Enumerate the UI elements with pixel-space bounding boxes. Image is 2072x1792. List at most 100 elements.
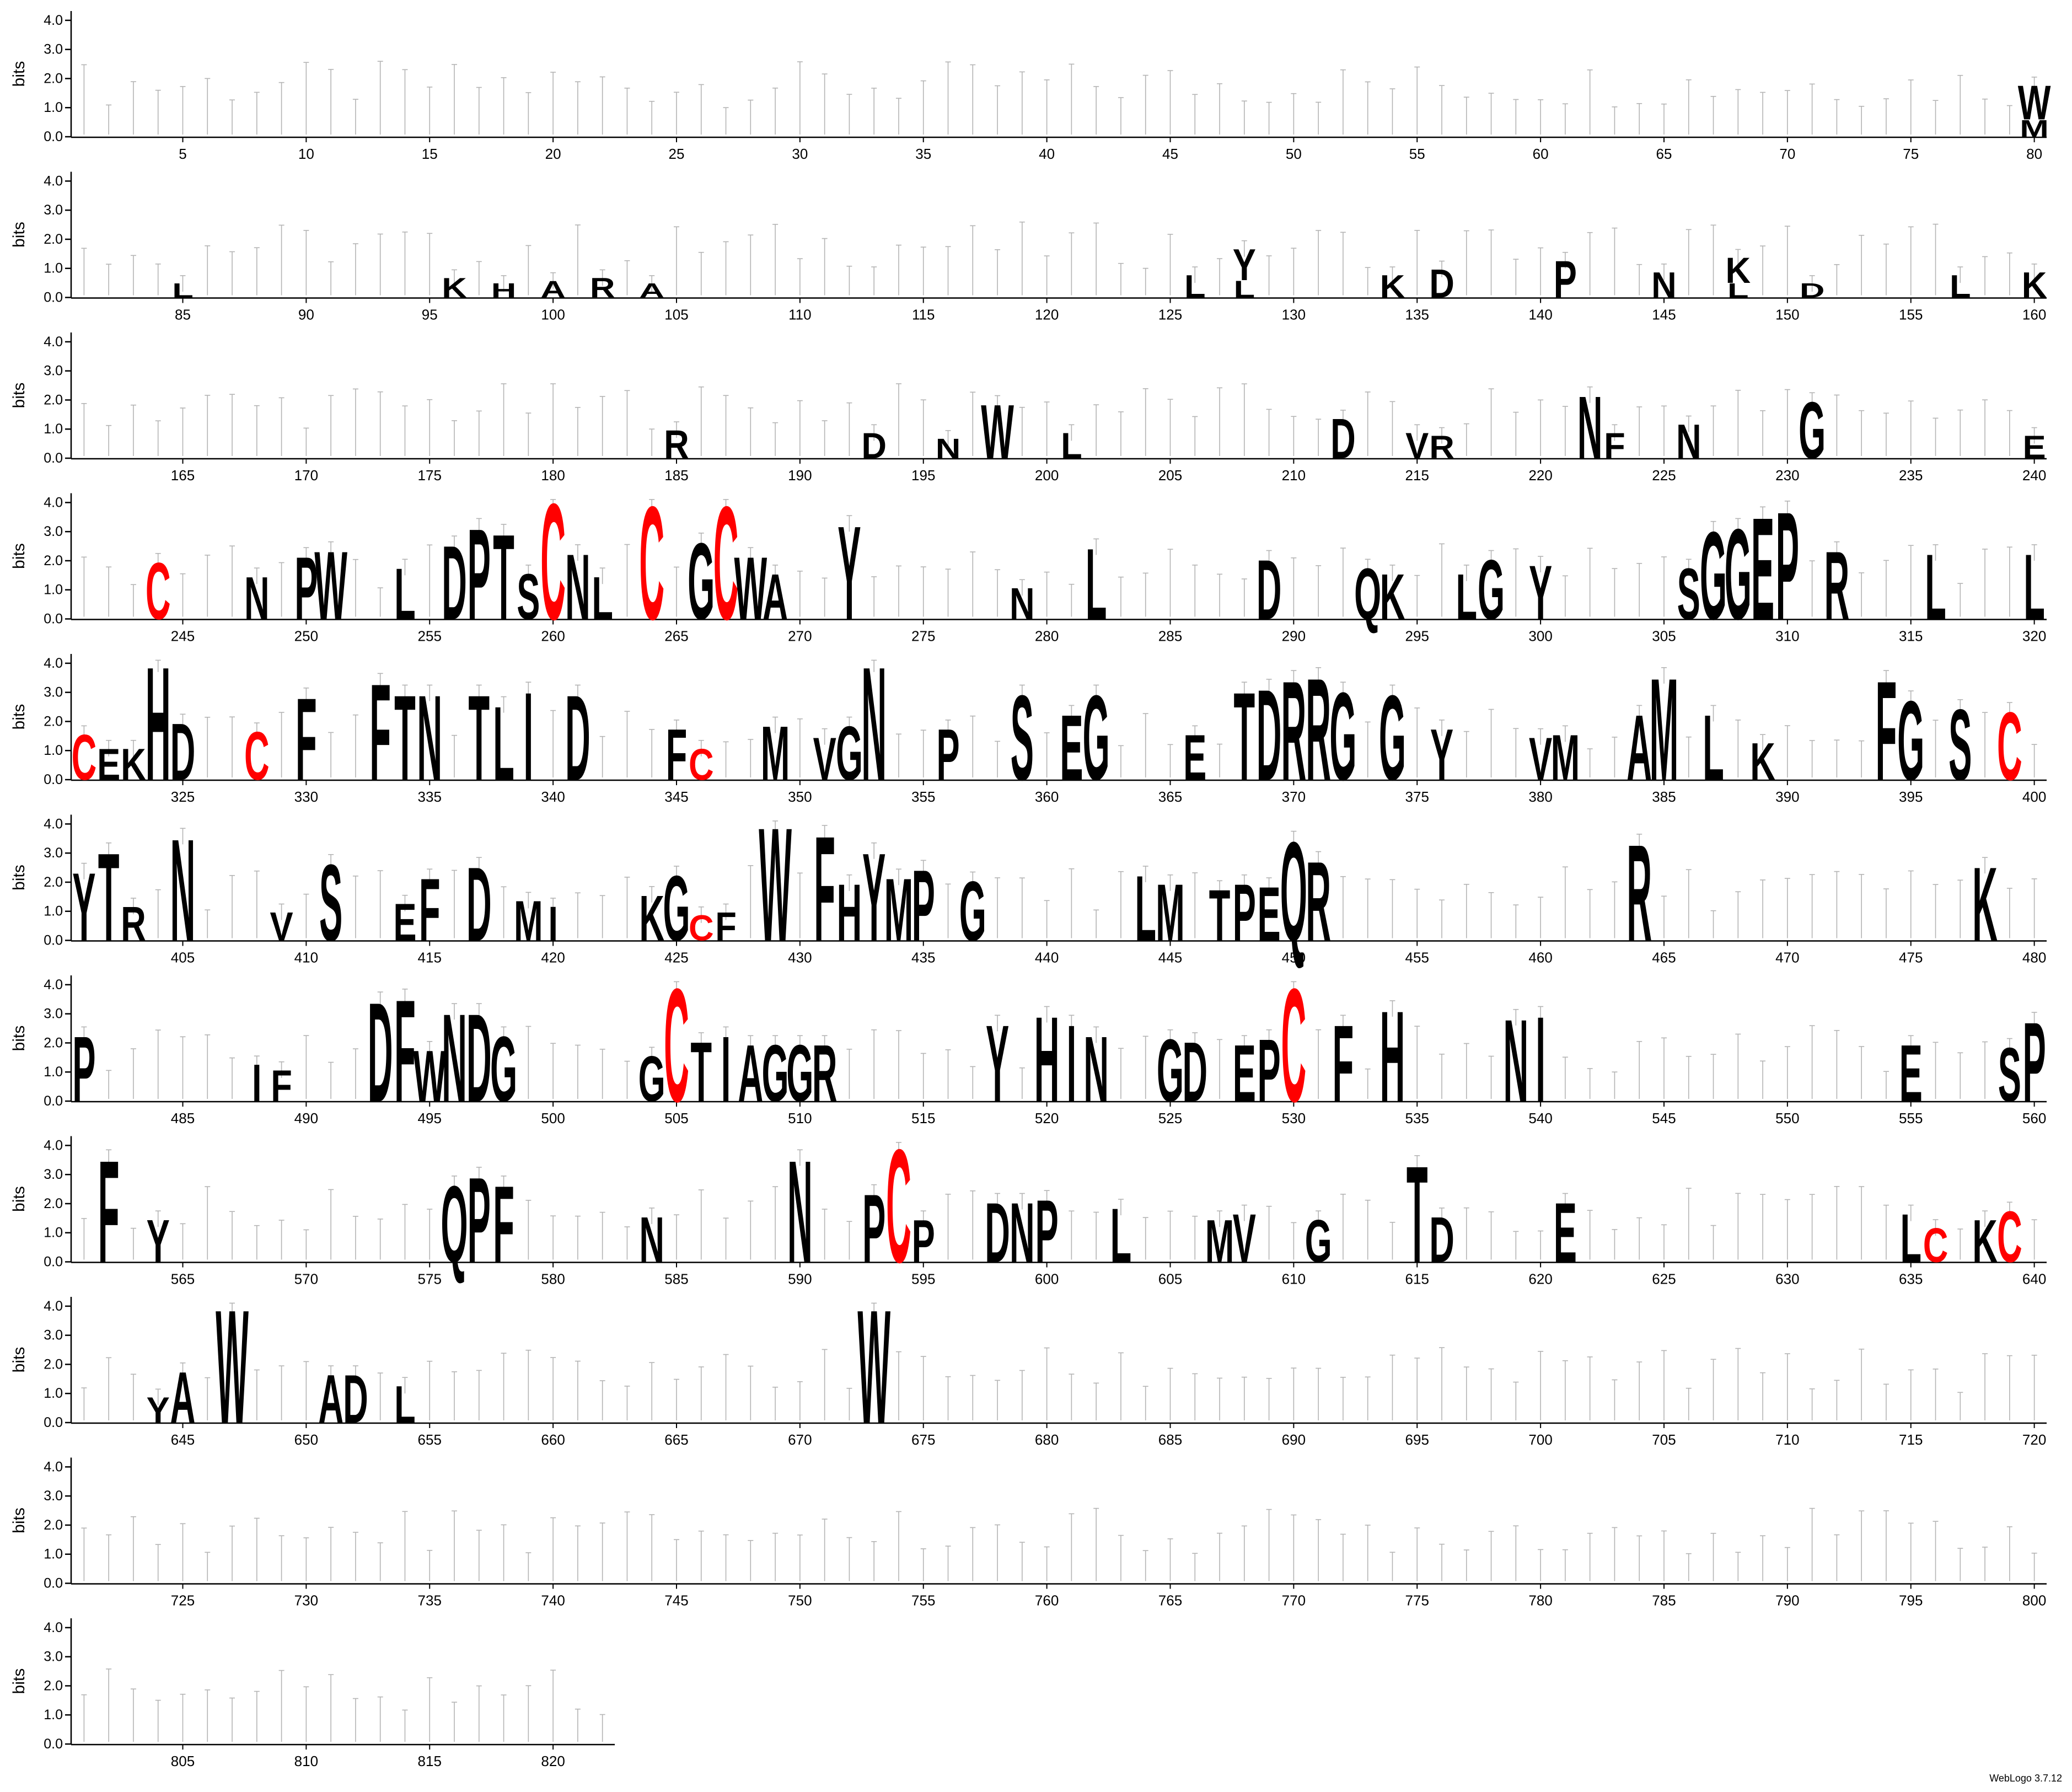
residue-letter: K xyxy=(1972,1208,1998,1275)
residue-letter: S xyxy=(319,843,342,964)
residue-letter: G xyxy=(836,710,863,796)
residue-letter: M xyxy=(884,860,914,959)
residue-letter: K xyxy=(121,740,146,790)
x-tick-label: 35 xyxy=(915,146,931,162)
x-tick-label: 475 xyxy=(1899,949,1923,966)
residue-letter: C xyxy=(1923,1219,1948,1273)
residue-letter: N xyxy=(936,433,961,465)
residue-letter: A xyxy=(170,1356,196,1438)
x-tick-label: 315 xyxy=(1899,628,1923,645)
residue-letter: G xyxy=(1478,543,1505,637)
residue-letter: D xyxy=(466,846,492,963)
y-tick-label: 2.0 xyxy=(44,1678,63,1693)
y-tick-label: 4.0 xyxy=(44,13,63,28)
residue-letter: Y xyxy=(1430,713,1453,795)
x-tick-label: 485 xyxy=(171,1110,195,1126)
y-tick-label: 2.0 xyxy=(44,71,63,86)
residue-letter: I xyxy=(548,897,558,951)
y-axis-label: bits xyxy=(10,865,28,890)
x-tick-label: 390 xyxy=(1775,788,1799,805)
x-tick-label: 340 xyxy=(541,788,565,805)
residue-letter: P xyxy=(1258,1021,1281,1120)
y-tick-label: 4.0 xyxy=(44,1138,63,1153)
residue-letter: C xyxy=(689,740,714,790)
residue-letter: P xyxy=(468,1153,491,1288)
x-tick-label: 470 xyxy=(1775,949,1799,966)
y-tick-label: 0.0 xyxy=(44,450,63,466)
residue-letter: C xyxy=(1997,693,2022,801)
y-axis-label: bits xyxy=(10,1186,28,1212)
residue-letter: C xyxy=(713,473,739,653)
y-tick-label: 1.0 xyxy=(44,1064,63,1080)
x-tick-label: 95 xyxy=(422,307,438,323)
x-tick-label: 740 xyxy=(541,1592,565,1609)
x-tick-label: 415 xyxy=(418,949,442,966)
x-tick-label: 60 xyxy=(1533,146,1549,162)
x-tick-label: 255 xyxy=(418,628,442,645)
residue-letter: E xyxy=(97,740,120,790)
x-tick-label: 10 xyxy=(298,146,314,162)
residue-letter: L xyxy=(172,279,194,302)
residue-letter: D xyxy=(565,671,591,806)
y-tick-label: 0.0 xyxy=(44,1415,63,1430)
residue-letter: G xyxy=(638,1043,665,1115)
residue-letter: G xyxy=(1329,667,1356,807)
y-tick-label: 0.0 xyxy=(44,611,63,627)
x-tick-label: 245 xyxy=(171,628,195,645)
y-tick-label: 0.0 xyxy=(44,933,63,948)
y-tick-label: 3.0 xyxy=(44,1488,63,1504)
residue-letter: W xyxy=(759,794,792,975)
residue-letter: T xyxy=(690,1024,712,1119)
residue-letter: N xyxy=(639,1204,664,1276)
y-tick-label: 3.0 xyxy=(44,42,63,57)
x-tick-label: 745 xyxy=(664,1592,688,1609)
x-tick-label: 455 xyxy=(1405,949,1429,966)
x-tick-label: 610 xyxy=(1282,1271,1306,1287)
residue-letter: P xyxy=(1776,480,1799,652)
residue-letter: D xyxy=(1800,279,1825,302)
y-tick-label: 1.0 xyxy=(44,743,63,758)
x-tick-label: 150 xyxy=(1775,307,1799,323)
residue-letter: D xyxy=(170,707,196,797)
x-tick-label: 175 xyxy=(418,467,442,484)
residue-letter: L xyxy=(1456,561,1477,633)
y-tick-label: 3.0 xyxy=(44,363,63,379)
residue-letter: C xyxy=(886,1115,911,1296)
y-tick-label: 1.0 xyxy=(44,582,63,598)
x-tick-label: 590 xyxy=(788,1271,812,1287)
x-tick-label: 575 xyxy=(418,1271,442,1287)
x-tick-label: 465 xyxy=(1652,949,1676,966)
y-axis-label: bits xyxy=(10,383,28,409)
residue-letter: D xyxy=(1429,1204,1454,1276)
x-tick-label: 320 xyxy=(2022,628,2046,645)
y-axis-label: bits xyxy=(10,1347,28,1373)
residue-letter: N xyxy=(417,671,442,806)
x-tick-label: 250 xyxy=(294,628,318,645)
residue-letter: I xyxy=(1067,1003,1077,1125)
y-tick-label: 3.0 xyxy=(44,685,63,700)
x-tick-label: 790 xyxy=(1775,1592,1799,1609)
residue-letter: A xyxy=(639,279,664,302)
x-tick-label: 645 xyxy=(171,1431,195,1448)
x-tick-label: 120 xyxy=(1035,307,1059,323)
x-tick-label: 165 xyxy=(171,467,195,484)
residue-letter: N xyxy=(787,1130,813,1293)
residue-letter: K xyxy=(1750,733,1775,791)
residue-letter: M xyxy=(761,710,790,796)
residue-letter: G xyxy=(1897,678,1924,804)
y-tick-label: 2.0 xyxy=(44,874,63,890)
x-tick-label: 810 xyxy=(294,1753,318,1769)
residue-letter: L xyxy=(493,685,514,802)
residue-letter: T xyxy=(1234,667,1255,807)
y-axis-label: bits xyxy=(10,1026,28,1051)
y-tick-label: 0.0 xyxy=(44,772,63,787)
x-tick-label: 540 xyxy=(1528,1110,1552,1126)
x-tick-label: 750 xyxy=(788,1592,812,1609)
residue-letter: G xyxy=(688,521,715,643)
y-tick-label: 4.0 xyxy=(44,1620,63,1635)
residue-letter: V xyxy=(1405,426,1429,466)
logo-row: 0.0 1.0 2.0 3.0 4.0 bits 805 810 815 820 xyxy=(10,1618,615,1769)
